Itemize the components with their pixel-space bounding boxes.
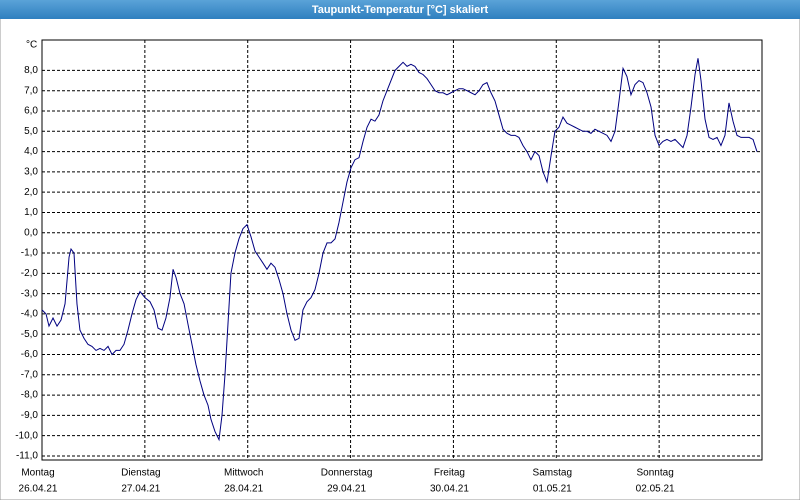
x-tick-label: 26.04.21 — [19, 484, 58, 495]
x-tick-weekday: Sonntag — [637, 468, 674, 479]
y-tick-label: -5,0 — [21, 329, 39, 340]
x-tick-weekday: Mittwoch — [224, 468, 263, 479]
y-tick-label: 6,0 — [24, 106, 38, 117]
x-tick-label: 27.04.21 — [121, 484, 160, 495]
y-tick-label: 0,0 — [24, 227, 38, 238]
x-tick-weekday: Montag — [21, 468, 54, 479]
x-tick-label: 01.05.21 — [533, 484, 572, 495]
y-tick-label: 7,0 — [24, 85, 38, 96]
y-tick-label: 1,0 — [24, 207, 38, 218]
x-tick-label: 28.04.21 — [224, 484, 263, 495]
y-tick-label: -10,0 — [15, 430, 38, 441]
y-tick-label: -3,0 — [21, 288, 39, 299]
x-tick-weekday: Freitag — [434, 468, 465, 479]
x-tick-label: 29.04.21 — [327, 484, 366, 495]
x-tick-weekday: Donnerstag — [321, 468, 373, 479]
x-tick-weekday: Dienstag — [121, 468, 160, 479]
x-tick-weekday: Samstag — [533, 468, 572, 479]
y-tick-label: -8,0 — [21, 390, 39, 401]
y-unit: °C — [26, 40, 37, 51]
x-tick-label: 30.04.21 — [430, 484, 469, 495]
y-tick-label: -9,0 — [21, 410, 39, 421]
y-tick-label: 2,0 — [24, 187, 38, 198]
title-bar — [0, 0, 800, 19]
y-tick-label: 5,0 — [24, 126, 38, 137]
plot-border — [41, 39, 763, 461]
y-tick-label: 3,0 — [24, 167, 38, 178]
plot-area — [42, 40, 762, 460]
y-tick-label: -11,0 — [16, 451, 38, 462]
y-tick-label: -6,0 — [21, 349, 39, 360]
y-tick-label: -2,0 — [21, 268, 39, 279]
x-tick-label: 02.05.21 — [636, 484, 675, 495]
data-line — [41, 58, 758, 442]
y-tick-label: -7,0 — [21, 369, 39, 380]
y-tick-label: -1,0 — [21, 248, 39, 259]
y-tick-label: 4,0 — [24, 146, 38, 157]
chart-title: Taupunkt-Temperatur [°C] skaliert — [312, 4, 489, 16]
y-tick-label: -4,0 — [21, 309, 39, 320]
y-tick-label: 8,0 — [24, 65, 38, 76]
